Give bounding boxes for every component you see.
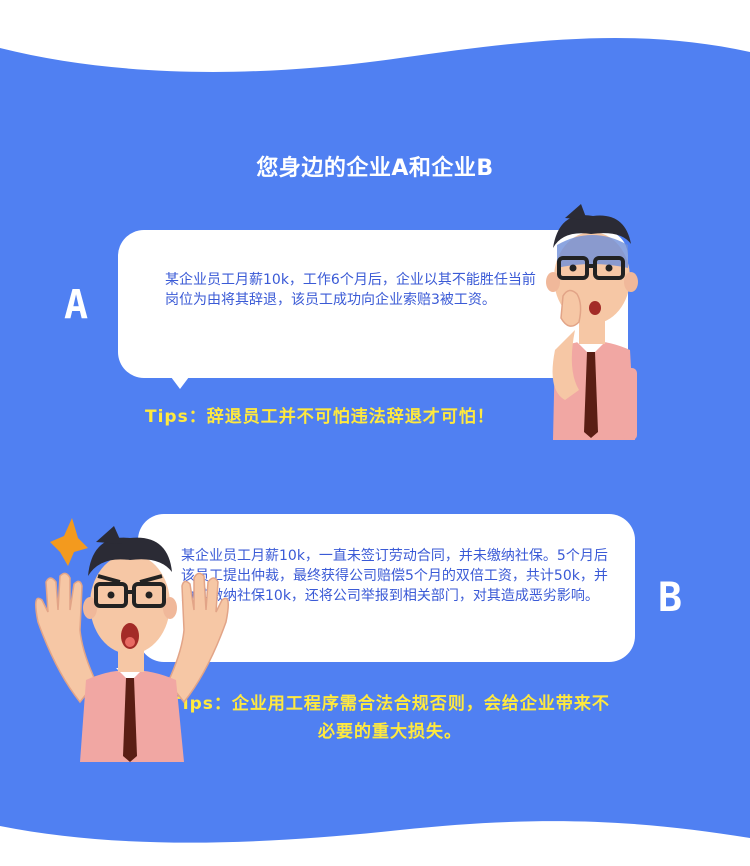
page-title: 您身边的企业A和企业B: [256, 156, 494, 181]
case-a-tip: Tips：辞退员工并不可怕违法辞退才可怕！: [145, 407, 495, 427]
surprise-burst-icon: [50, 518, 88, 566]
case-a-letter: A: [64, 282, 89, 328]
case-a-speech-bubble: [118, 230, 628, 378]
case-b-tip: Tips：企业用工程序需合法合规否则，会给企业带来不必要的重大损失。: [170, 694, 610, 742]
surprised-man-illustration: [35, 518, 229, 762]
case-a-bubble-tail: [171, 377, 189, 389]
case-a-description: 某企业员工月薪10k，工作6个月后，企业以其不能胜任当前岗位为由将其辞退，该员工…: [165, 272, 536, 308]
case-b-letter: B: [658, 575, 683, 621]
case-b-description: 某企业员工月薪10k，一直未签订劳动合同，并未缴纳社保。5个月后该员工提出仲裁，…: [181, 548, 608, 604]
worried-man-illustration: [546, 204, 638, 440]
